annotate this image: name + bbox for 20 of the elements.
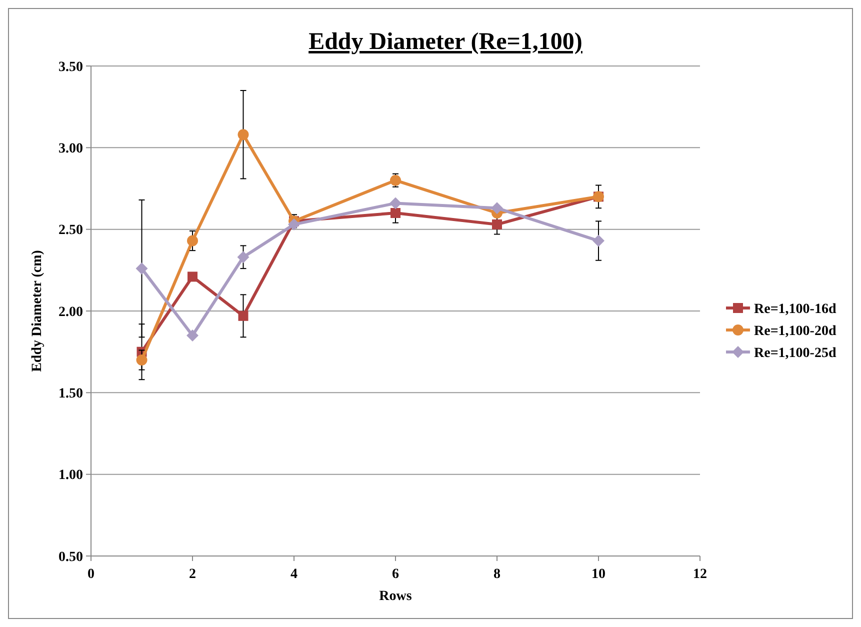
legend-label: Re=1,100-25d [754, 346, 836, 361]
x-tick-label: 6 [392, 567, 399, 582]
y-axis-title: Eddy Diameter (cm) [30, 250, 45, 372]
legend-label: Re=1,100-20d [754, 324, 836, 339]
y-tick-label: 1.00 [58, 468, 83, 484]
x-tick-label: 0 [88, 567, 94, 582]
x-tick-label: 12 [693, 567, 707, 582]
y-tick-label: 1.50 [58, 386, 83, 402]
y-tick-label: 0.50 [58, 550, 83, 565]
x-axis-title: Rows [379, 589, 412, 604]
legend-label: Re=1,100-16d [754, 302, 836, 317]
y-tick-label: 3.00 [58, 142, 83, 157]
x-tick-label: 10 [592, 567, 606, 582]
chart-title: Eddy Diameter (Re=1,100) [308, 29, 582, 55]
x-tick-label: 2 [189, 567, 196, 582]
x-tick-label: 8 [494, 567, 500, 582]
y-tick-label: 2.50 [58, 223, 83, 238]
y-tick-label: 2.00 [58, 304, 83, 320]
y-tick-label: 3.50 [58, 60, 83, 75]
x-tick-label: 4 [290, 567, 298, 582]
